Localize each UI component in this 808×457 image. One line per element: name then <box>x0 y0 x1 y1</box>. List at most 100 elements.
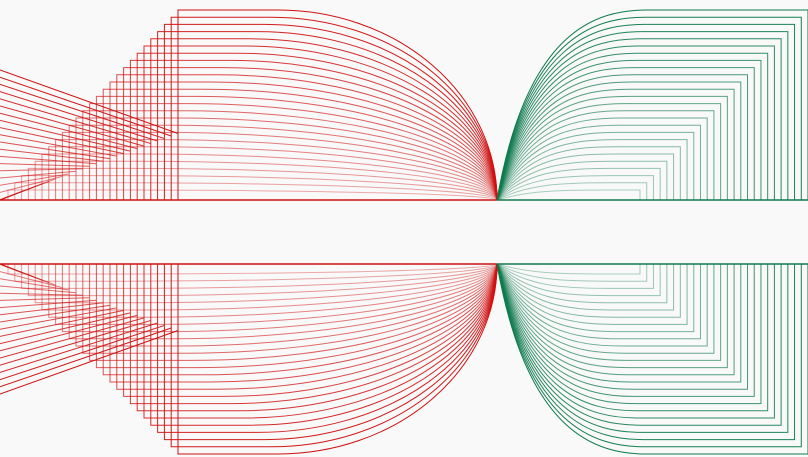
red-arc-line <box>0 9 498 201</box>
red-arc-line <box>0 146 498 201</box>
red-arc-line <box>0 38 498 201</box>
red-arc-line <box>0 189 498 201</box>
green-arc-group-bottom <box>496 263 808 455</box>
red-arc-line <box>0 263 498 340</box>
green-arc-line <box>496 263 769 412</box>
green-arc-line <box>496 263 675 311</box>
green-arc-line <box>496 131 695 201</box>
red-arc-line <box>0 263 498 318</box>
green-arc-line <box>496 95 728 201</box>
red-arc-line <box>0 103 498 201</box>
green-arc-line <box>496 263 749 390</box>
red-arc-line <box>0 110 498 201</box>
green-arc-line <box>496 67 755 201</box>
green-arc-line <box>496 117 708 201</box>
green-arc-line <box>496 263 715 354</box>
red-arc-line <box>0 263 498 376</box>
green-arc-line <box>496 59 762 201</box>
green-arc-line <box>496 263 641 275</box>
green-arc-line <box>496 263 661 297</box>
green-arc-line <box>496 146 681 201</box>
green-arc-line <box>496 263 668 304</box>
green-arc-line <box>496 263 802 448</box>
green-arc-line <box>496 88 735 201</box>
green-arc-line <box>496 182 648 201</box>
red-arc-line <box>0 263 498 369</box>
green-arc-line <box>496 103 722 201</box>
red-arc-line <box>0 263 498 354</box>
center-band <box>0 202 808 262</box>
red-arc-line <box>0 263 498 361</box>
red-arc-line <box>0 263 498 275</box>
red-arc-line <box>0 139 498 201</box>
red-arc-line <box>0 117 498 201</box>
red-arc-line <box>0 263 498 433</box>
green-arc-line <box>496 38 782 201</box>
green-arc-line <box>496 263 681 318</box>
green-arc-line <box>496 139 688 201</box>
red-arc-line <box>0 124 498 201</box>
red-arc-line <box>0 263 498 325</box>
green-arc-line <box>496 263 762 405</box>
green-arc-line <box>496 167 661 201</box>
green-arc-group-top <box>496 9 808 201</box>
red-arc-line <box>0 263 498 426</box>
green-arc-line <box>496 263 728 369</box>
green-arc-line <box>496 45 775 201</box>
green-arc-line <box>496 31 789 201</box>
red-arc-line <box>0 23 498 201</box>
green-arc-line <box>496 263 722 361</box>
red-arc-line <box>0 263 498 412</box>
green-arc-line <box>496 9 808 201</box>
red-arc-line <box>0 16 498 201</box>
red-arc-line <box>0 81 498 201</box>
red-arc-line <box>0 263 498 390</box>
green-arc-line <box>496 263 782 426</box>
green-arc-line <box>496 263 775 419</box>
green-arc-line <box>496 263 708 347</box>
red-arc-line <box>0 263 498 289</box>
green-arc-line <box>496 263 648 282</box>
red-arc-line <box>0 59 498 201</box>
green-arc-line <box>496 263 796 441</box>
green-arc-line <box>496 263 755 397</box>
red-arc-line <box>0 67 498 201</box>
red-arc-line <box>0 263 498 383</box>
green-arc-line <box>496 263 808 455</box>
green-arc-line <box>496 153 675 201</box>
red-arc-line <box>0 131 498 201</box>
red-arc-line <box>0 263 498 333</box>
green-arc-line <box>496 263 654 289</box>
red-arc-line <box>0 263 498 405</box>
green-arc-line <box>496 263 789 433</box>
red-arc-line <box>0 175 498 201</box>
red-arc-line <box>0 45 498 201</box>
red-arc-line <box>0 263 498 455</box>
green-arc-line <box>496 23 796 201</box>
red-arc-line <box>0 95 498 201</box>
green-arc-line <box>496 189 641 201</box>
red-arc-line <box>0 88 498 201</box>
red-arc-line <box>0 263 498 347</box>
green-arc-line <box>496 263 695 333</box>
green-arc-line <box>496 16 802 201</box>
red-arc-line <box>0 52 498 201</box>
green-arc-line <box>496 52 769 201</box>
red-arc-group-top <box>0 9 498 201</box>
green-arc-line <box>496 74 749 201</box>
green-arc-line <box>496 81 742 201</box>
green-arc-line <box>496 263 735 376</box>
green-arc-line <box>496 160 668 201</box>
green-arc-line <box>496 263 742 383</box>
green-arc-line <box>496 124 701 201</box>
red-arc-line <box>0 31 498 201</box>
red-arc-line <box>0 74 498 201</box>
green-arc-line <box>496 263 688 325</box>
green-arc-line <box>496 175 654 201</box>
red-arc-line <box>0 263 498 397</box>
green-arc-line <box>496 263 701 340</box>
green-arc-line <box>496 110 715 201</box>
red-arc-line <box>0 263 498 419</box>
red-arc-group-bottom <box>0 263 498 455</box>
